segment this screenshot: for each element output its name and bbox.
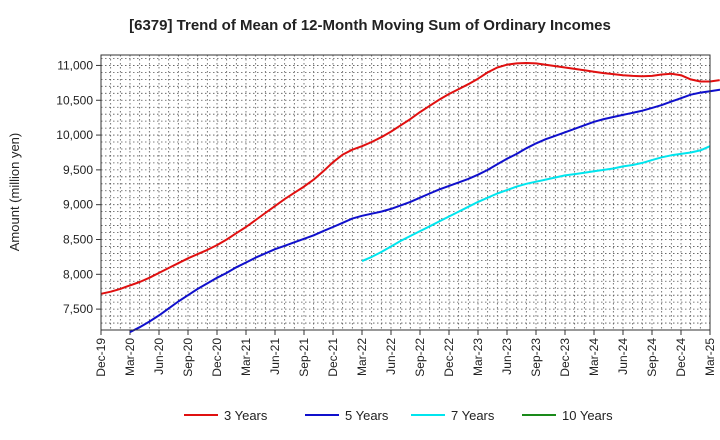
y-tick-label: 10,500 [56, 93, 93, 107]
y-tick-label: 8,000 [63, 267, 93, 281]
legend-label: 5 Years [345, 408, 389, 423]
y-axis-label: Amount (million yen) [7, 133, 22, 252]
series-lines [100, 62, 720, 333]
x-tick-label: Dec-22 [442, 338, 456, 377]
plot-frame [100, 54, 711, 331]
x-tick-label: Jun-21 [268, 338, 282, 375]
x-tick-label: Mar-21 [239, 338, 253, 376]
x-tick-label: Dec-21 [326, 338, 340, 377]
x-tick-label: Mar-20 [123, 338, 137, 376]
x-tick-label: Dec-20 [210, 338, 224, 377]
series-line-3-years [100, 62, 720, 295]
y-tick-label: 11,000 [57, 58, 93, 72]
series-line-7-years [361, 145, 711, 263]
y-axis-ticks: 7,500 8,000 8,500 9,000 9,500 10,000 10,500 11,… [56, 58, 101, 316]
legend-label: 10 Years [562, 408, 613, 423]
x-tick-label: Dec-23 [558, 338, 572, 377]
y-tick-label: 8,500 [63, 232, 93, 246]
x-tick-label: Dec-19 [94, 338, 108, 377]
grid-lines [100, 55, 711, 330]
x-tick-label: Jun-20 [152, 338, 166, 375]
x-tick-label: Jun-22 [384, 338, 398, 375]
y-tick-label: 7,500 [63, 302, 93, 316]
x-tick-label: Sep-23 [529, 338, 543, 377]
x-tick-label: Jun-24 [616, 338, 630, 375]
x-tick-label: Sep-22 [413, 338, 427, 377]
y-tick-label: 9,500 [63, 163, 93, 177]
x-tick-label: Sep-24 [645, 338, 659, 377]
x-tick-label: Mar-25 [703, 338, 717, 376]
chart-title: [6379] Trend of Mean of 12-Month Moving … [129, 17, 611, 34]
legend-label: 7 Years [451, 408, 495, 423]
x-tick-label: Sep-20 [181, 338, 195, 377]
series-line-5-years [129, 88, 720, 333]
x-tick-label: Mar-23 [471, 338, 485, 376]
legend-label: 3 Years [224, 408, 268, 423]
x-tick-label: Mar-24 [587, 338, 601, 376]
legend: 3 Years 5 Years 7 Years 10 Years [184, 408, 613, 423]
y-tick-label: 10,000 [56, 128, 93, 142]
x-axis-ticks: Dec-19 Mar-20 Jun-20 Sep-20 Dec-20 Mar-21 Jun-… [94, 330, 717, 377]
y-tick-label: 9,000 [63, 198, 93, 212]
x-tick-label: Jun-23 [500, 338, 514, 375]
x-tick-label: Sep-21 [297, 338, 311, 377]
x-tick-label: Mar-22 [355, 338, 369, 376]
x-tick-label: Dec-24 [674, 338, 688, 377]
